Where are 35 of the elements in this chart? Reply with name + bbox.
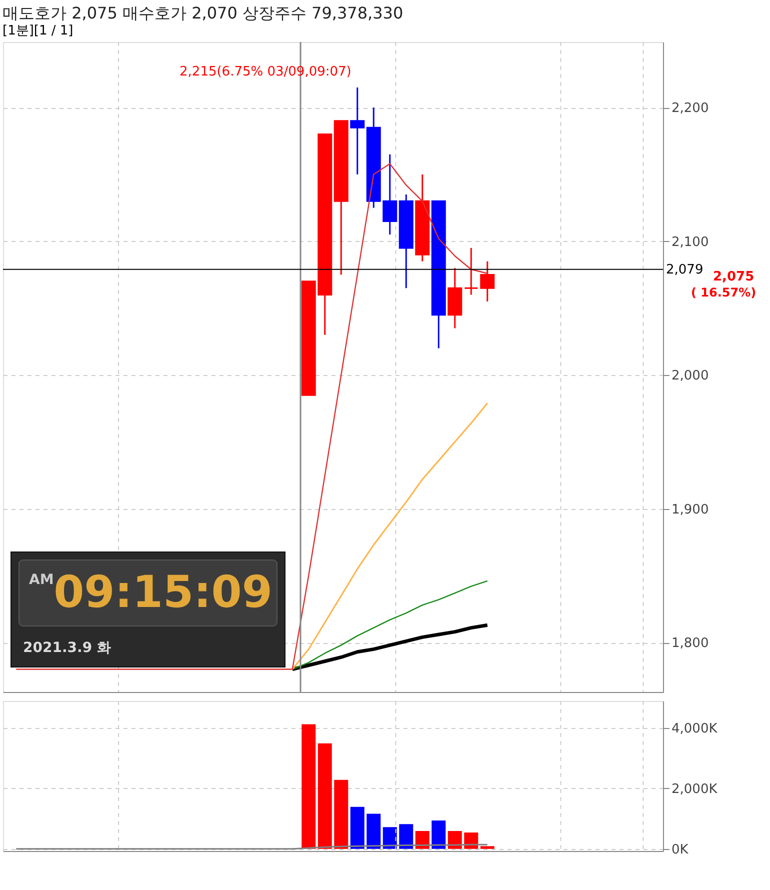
bar [480,846,494,849]
bar [366,814,381,849]
bar [318,743,332,849]
y-tick-label: 2,200 [672,101,709,116]
annotation: 09:15:09 [54,567,272,618]
line-series [290,623,490,672]
text: 2,075 [713,270,754,285]
y-tick-label: 2,100 [672,234,709,250]
line-series [292,402,488,670]
bar [448,831,462,849]
chart-title: 매도호가 2,075 매수호가 2,070 상장주수 79,378,330 [2,3,404,22]
y-tick-label: 4,000K [672,721,718,736]
chart-subtitle: [1분][1 / 1] [2,23,74,38]
annotation: 2,215(6.75% 03/09,09:07) [180,64,352,80]
candlestick [350,86,365,176]
ref-line-label: 2,079 [666,262,704,278]
bar [350,806,364,849]
bar [464,832,478,849]
bar [432,820,446,849]
y-tick-label: 1,800 [672,636,709,652]
bar [334,780,348,849]
y-tick-label: 2,000 [672,368,709,384]
bar [382,827,397,849]
candlestick [464,247,478,296]
bar [399,824,414,849]
y-tick-label: 0K [672,842,689,858]
candlestick [480,260,495,302]
text: ( 16.57%) [691,286,756,300]
annotation: AM [29,572,54,588]
line-series [292,580,488,670]
y-tick-label: 1,900 [672,502,709,518]
bar [302,724,316,849]
annotation: 2021.3.9 화 [23,640,111,656]
bar [415,831,430,849]
y-tick-label: 2,000K [672,782,718,797]
